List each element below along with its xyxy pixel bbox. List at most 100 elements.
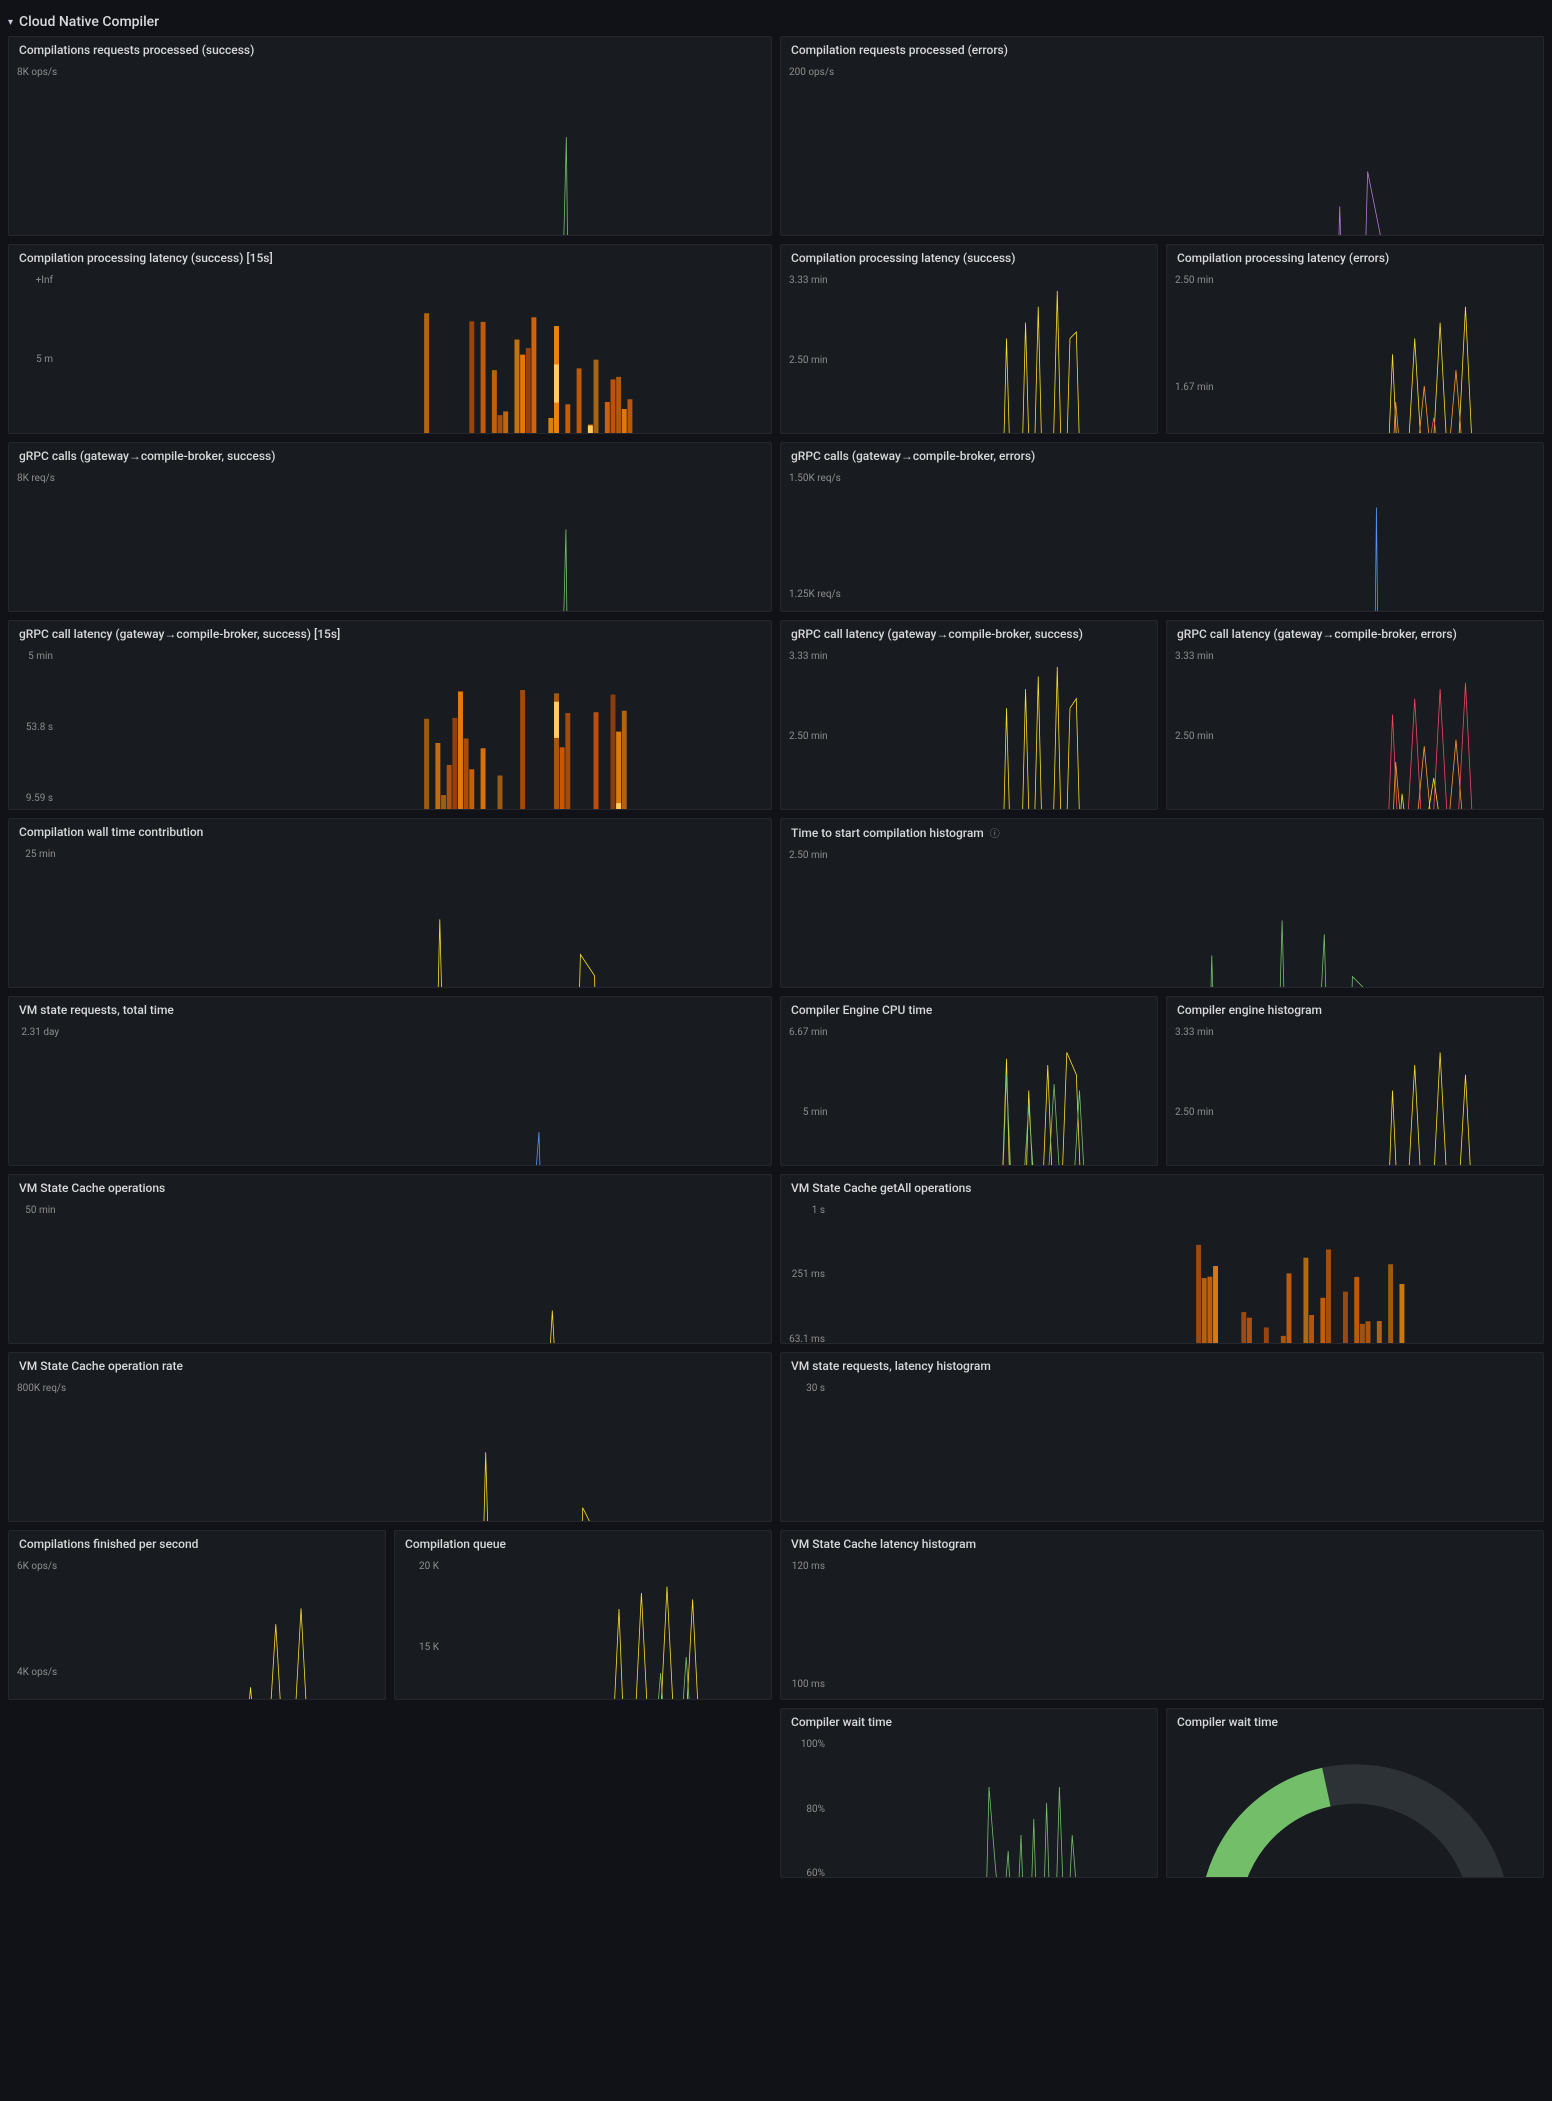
panel-title[interactable]: Compilation requests processed (errors) — [781, 37, 1543, 63]
chevron-down-icon: ▾ — [8, 17, 13, 28]
panel-title[interactable]: gRPC call latency (gateway→compile-broke… — [1167, 621, 1543, 647]
section-header[interactable]: ▾ Cloud Native Compiler — [8, 8, 1544, 36]
panel-p1: Compilations requests processed (success… — [8, 36, 772, 236]
panel-p16: VM State Cache operations 50 min33.3 min… — [8, 1174, 772, 1344]
y-axis: 50 min33.3 min16.7 min0 s — [17, 1205, 60, 1344]
panel-p20: Compilations finished per second 6K ops/… — [8, 1530, 386, 1700]
y-axis: 3.33 min2.50 min1.67 min50 s0 s — [789, 275, 832, 434]
panel-p5: Compilation processing latency (errors) … — [1166, 244, 1544, 434]
chart-plot[interactable] — [832, 651, 1149, 810]
panel-p17: VM State Cache getAll operations 1 s251 … — [780, 1174, 1544, 1344]
chart-plot[interactable] — [443, 1561, 763, 1700]
panel-title[interactable]: Compilation processing latency (success) — [781, 245, 1157, 271]
panel-p23: Compiler wait time 100%80%60%40%20%0%08:… — [780, 1708, 1158, 1878]
panel-title[interactable]: VM State Cache operations — [9, 1175, 771, 1201]
panel-title[interactable]: Compilations requests processed (success… — [9, 37, 771, 63]
gauge — [1175, 1739, 1535, 1878]
panel-p24: Compiler wait time 44.9% — [1166, 1708, 1544, 1878]
y-axis: 1 s251 ms63.1 ms15.8 ms3.98 ms251 µs63.1… — [789, 1205, 829, 1344]
panel-p8: gRPC call latency (gateway→compile-broke… — [8, 620, 772, 810]
y-axis: 6K ops/s4K ops/s2K ops/s0 ops/s — [17, 1561, 61, 1700]
y-axis: 30 s20 s10 s0 s — [789, 1383, 829, 1522]
panel-title[interactable]: Compilations finished per second — [9, 1531, 385, 1557]
chart-plot[interactable] — [59, 473, 763, 612]
chart-plot[interactable] — [829, 1739, 1149, 1878]
y-axis: 2.50 min1.67 min50 s0 s — [789, 850, 832, 988]
y-axis: 3.33 min2.50 min1.67 min50 s0 s — [1175, 1027, 1218, 1166]
heatmap-plot[interactable] — [57, 275, 763, 434]
panel-title[interactable]: Compiler Engine CPU time — [781, 997, 1157, 1023]
panel-title[interactable]: VM State Cache getAll operations — [781, 1175, 1543, 1201]
chart-plot[interactable] — [70, 1383, 763, 1522]
panel-title[interactable]: Time to start compilation histogramⓘ — [781, 819, 1543, 846]
chart-plot[interactable] — [829, 1561, 1535, 1700]
panel-title[interactable]: Compiler wait time — [781, 1709, 1157, 1735]
panel-title[interactable]: Compilation queue — [395, 1531, 771, 1557]
chart-plot[interactable] — [61, 1561, 377, 1700]
panel-p7: gRPC calls (gateway→compile-broker, erro… — [780, 442, 1544, 612]
y-axis: 1.50K req/s1.25K req/s1K req/s750 req/s5… — [789, 473, 845, 612]
panel-p6: gRPC calls (gateway→compile-broker, succ… — [8, 442, 772, 612]
panel-p14: Compiler Engine CPU time 6.67 min5 min3.… — [780, 996, 1158, 1166]
panel-p18: VM State Cache operation rate 800K req/s… — [8, 1352, 772, 1522]
chart-plot[interactable] — [60, 849, 763, 988]
heatmap-plot[interactable] — [57, 651, 763, 810]
chart-plot[interactable] — [1218, 275, 1535, 434]
chart-plot[interactable] — [832, 1027, 1149, 1166]
info-icon: ⓘ — [990, 825, 1000, 840]
panel-title[interactable]: gRPC call latency (gateway→compile-broke… — [9, 621, 771, 647]
panel-p21: Compilation queue 20 K15 K10 K5 K0 08:00… — [394, 1530, 772, 1700]
y-axis: 120 ms100 ms80 ms60 ms40 ms20 ms0 ms — [789, 1561, 829, 1700]
chart-plot[interactable] — [832, 275, 1149, 434]
dashboard-grid: Compilations requests processed (success… — [8, 36, 1544, 1878]
panel-title[interactable]: Compilation wall time contribution — [9, 819, 771, 845]
chart-plot[interactable] — [832, 850, 1535, 988]
y-axis: 20 K15 K10 K5 K0 — [403, 1561, 443, 1700]
chart-plot[interactable] — [845, 473, 1535, 612]
panel-p10: gRPC call latency (gateway→compile-broke… — [1166, 620, 1544, 810]
y-axis: 3.33 min2.50 min1.67 min50 s0 s — [1175, 651, 1218, 810]
panel-p9: gRPC call latency (gateway→compile-broke… — [780, 620, 1158, 810]
panel-title[interactable]: gRPC calls (gateway→compile-broker, erro… — [781, 443, 1543, 469]
panel-p12: Time to start compilation histogramⓘ 2.5… — [780, 818, 1544, 988]
panel-p3: Compilation processing latency (success)… — [8, 244, 772, 434]
panel-p22: VM State Cache latency histogram 120 ms1… — [780, 1530, 1544, 1700]
chart-plot[interactable] — [1218, 651, 1535, 810]
panel-title[interactable]: Compiler engine histogram — [1167, 997, 1543, 1023]
y-axis: 8K req/s6K req/s4K req/s2K req/s0 req/s — [17, 473, 59, 612]
y-axis: 2.50 min1.67 min50 s0 s — [1175, 275, 1218, 434]
panel-title[interactable]: VM state requests, total time — [9, 997, 771, 1023]
chart-plot[interactable] — [829, 1383, 1535, 1522]
panel-title[interactable]: VM State Cache operation rate — [9, 1353, 771, 1379]
y-axis: 5 min53.8 s9.59 s1.71 s306 ms54.9 ms9.79… — [17, 651, 57, 810]
panel-title[interactable]: VM state requests, latency histogram — [781, 1353, 1543, 1379]
panel-title[interactable]: VM State Cache latency histogram — [781, 1531, 1543, 1557]
panel-title[interactable]: Compilation processing latency (success)… — [9, 245, 771, 271]
chart-plot[interactable] — [60, 1205, 763, 1344]
chart-plot[interactable] — [1218, 1027, 1535, 1166]
panel-title[interactable]: Compiler wait time — [1167, 1709, 1543, 1735]
y-axis: 2.31 day1.74 day1.16 day13.9 hour0 s — [17, 1027, 63, 1166]
chart-plot[interactable] — [61, 67, 763, 236]
empty-cell — [8, 1708, 772, 1878]
chart-plot[interactable] — [63, 1027, 763, 1166]
y-axis: 100%80%60%40%20%0% — [789, 1739, 829, 1878]
chart-plot[interactable] — [838, 67, 1535, 236]
panel-title[interactable]: gRPC call latency (gateway→compile-broke… — [781, 621, 1157, 647]
panel-p11: Compilation wall time contribution 25 mi… — [8, 818, 772, 988]
panel-p15: Compiler engine histogram 3.33 min2.50 m… — [1166, 996, 1544, 1166]
y-axis: 25 min16.7 min8.33 min0 s — [17, 849, 60, 988]
panel-p2: Compilation requests processed (errors) … — [780, 36, 1544, 236]
y-axis: 3.33 min2.50 min1.67 min50 s0 s — [789, 651, 832, 810]
heatmap-plot[interactable] — [829, 1205, 1535, 1344]
panel-title[interactable]: gRPC calls (gateway→compile-broker, succ… — [9, 443, 771, 469]
panel-p19: VM state requests, latency histogram 30 … — [780, 1352, 1544, 1522]
panel-p13: VM state requests, total time 2.31 day1.… — [8, 996, 772, 1166]
section-title: Cloud Native Compiler — [19, 14, 159, 30]
y-axis: 6.67 min5 min3.33 min1.67 min0 s — [789, 1027, 832, 1166]
y-axis: 800K req/s600K req/s400K req/s200K req/s… — [17, 1383, 70, 1522]
panel-title[interactable]: Compilation processing latency (errors) — [1167, 245, 1543, 271]
y-axis: 8K ops/s6K ops/s4K ops/s2K ops/s0 ops/s — [17, 67, 61, 236]
y-axis: +Inf5 m1 min306 ms54.9 ms9.79 ms1.76 ms3… — [17, 275, 57, 434]
panel-p4: Compilation processing latency (success)… — [780, 244, 1158, 434]
